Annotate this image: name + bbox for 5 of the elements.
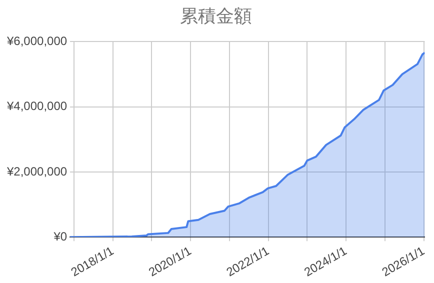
y-tick-label: ¥0 bbox=[52, 229, 68, 244]
y-tick-label: ¥6,000,000 bbox=[6, 34, 68, 48]
chart-title: 累積金額 bbox=[180, 6, 252, 26]
y-tick-label: ¥4,000,000 bbox=[6, 99, 68, 114]
y-tick-label: ¥2,000,000 bbox=[6, 164, 68, 178]
